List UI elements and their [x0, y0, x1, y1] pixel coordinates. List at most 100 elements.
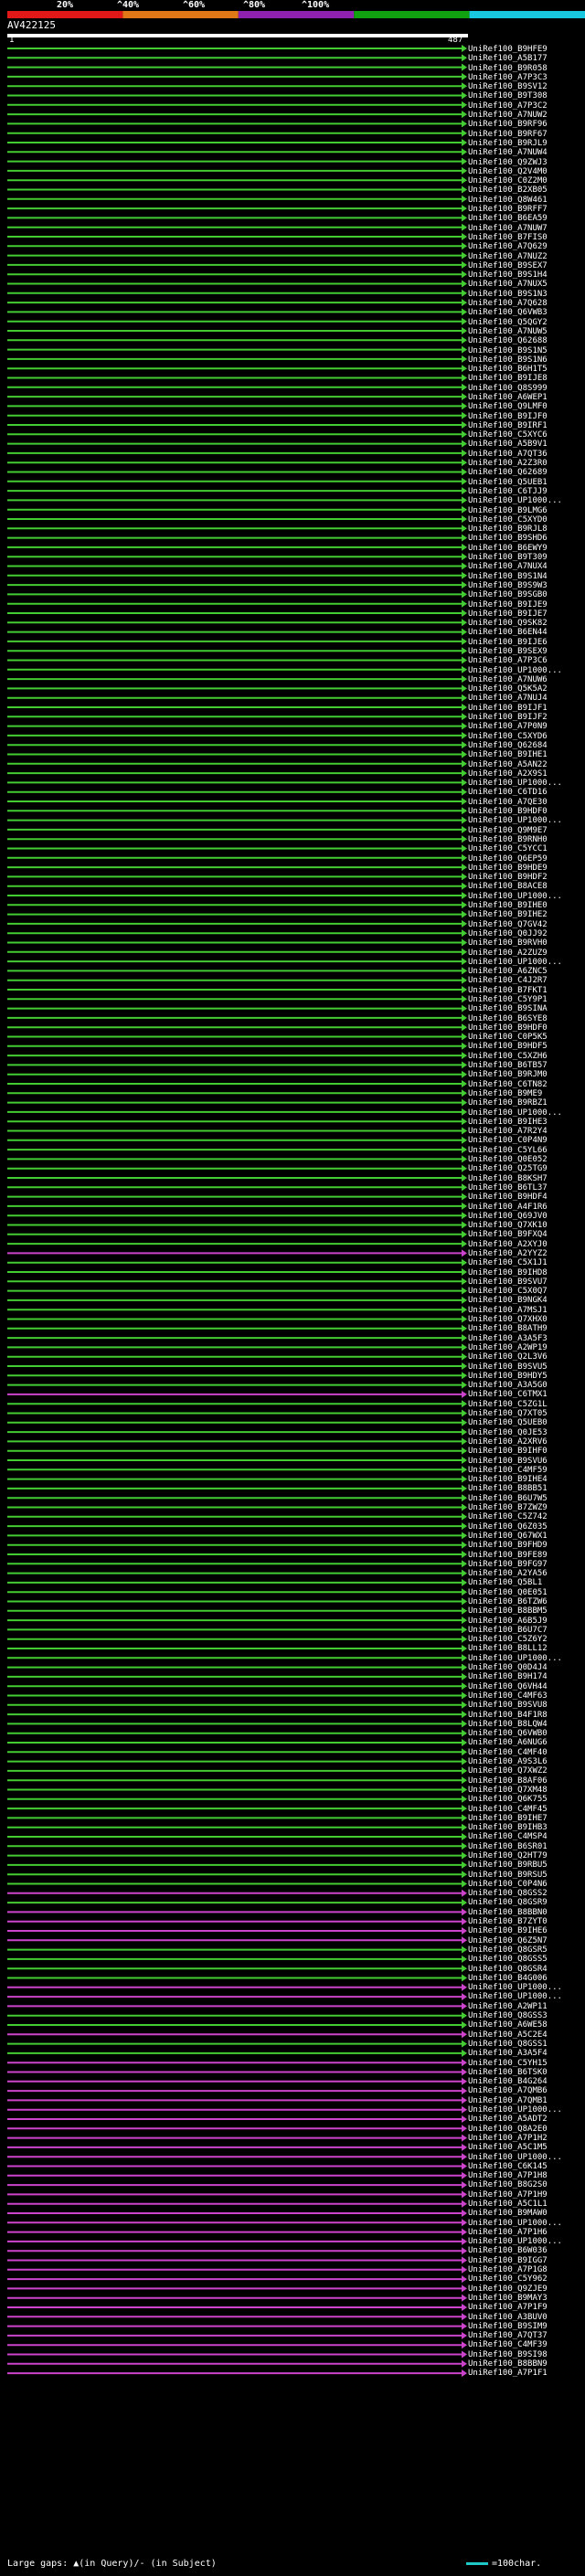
hit-label[interactable]: UniRef100_B9RFF7 — [468, 205, 548, 215]
hit-label[interactable]: UniRef100_B9S9W3 — [468, 580, 548, 590]
hit-label[interactable]: UniRef100_C5YCC1 — [468, 844, 548, 854]
hit-label[interactable]: UniRef100_UP1000... — [468, 1653, 562, 1663]
hit-label[interactable]: UniRef100_A2WP11 — [468, 2001, 548, 2011]
hit-label[interactable]: UniRef100_B9IHE4 — [468, 1475, 548, 1485]
hit-label[interactable]: UniRef100_A6WEP1 — [468, 392, 548, 402]
hit-label[interactable]: UniRef100_B9SVU8 — [468, 1701, 548, 1711]
hit-label[interactable]: UniRef100_B9RVH0 — [468, 938, 548, 949]
hit-label[interactable]: UniRef100_Q8GSR9 — [468, 1898, 548, 1908]
hit-label[interactable]: UniRef100_A7NUW4 — [468, 148, 548, 158]
hit-label[interactable]: UniRef100_A2Z3R0 — [468, 459, 548, 469]
hit-label[interactable]: UniRef100_B9S1N3 — [468, 289, 548, 299]
hit-label[interactable]: UniRef100_Q9ZJE9 — [468, 2284, 548, 2294]
hit-label[interactable]: UniRef100_B9HDF2 — [468, 873, 548, 883]
hit-label[interactable]: UniRef100_B9FG97 — [468, 1559, 548, 1569]
hit-label[interactable]: UniRef100_C0P4N9 — [468, 1136, 548, 1146]
hit-label[interactable]: UniRef100_UP1000... — [468, 2237, 562, 2247]
hit-label[interactable]: UniRef100_B9S1H4 — [468, 270, 548, 281]
hit-label[interactable]: UniRef100_Q7XWZ2 — [468, 1766, 548, 1776]
hit-label[interactable]: UniRef100_B9RJM0 — [468, 1070, 548, 1080]
hit-label[interactable]: UniRef100_A3BUV0 — [468, 2312, 548, 2322]
hit-label[interactable]: UniRef100_B9HDF0 — [468, 807, 548, 817]
hit-label[interactable]: UniRef100_B9SIM9 — [468, 2321, 548, 2331]
hit-label[interactable]: UniRef100_A2WP19 — [468, 1342, 548, 1352]
hit-label[interactable]: UniRef100_B6EWY9 — [468, 543, 548, 553]
hit-label[interactable]: UniRef100_A2ZUZ9 — [468, 948, 548, 958]
hit-label[interactable]: UniRef100_B6TZW6 — [468, 1596, 548, 1606]
hit-label[interactable]: UniRef100_A5B177 — [468, 54, 548, 64]
hit-label[interactable]: UniRef100_A7P1H8 — [468, 2171, 548, 2181]
hit-label[interactable]: UniRef100_Q6Z035 — [468, 1521, 548, 1532]
hit-label[interactable]: UniRef100_A7R2Y4 — [468, 1127, 548, 1137]
hit-label[interactable]: UniRef100_A7QE30 — [468, 797, 548, 807]
hit-label[interactable]: UniRef100_B9HDE9 — [468, 863, 548, 873]
hit-label[interactable]: UniRef100_C6TJJ9 — [468, 486, 548, 496]
hit-label[interactable]: UniRef100_Q8A2E0 — [468, 2124, 548, 2134]
hit-label[interactable]: UniRef100_UP1000... — [468, 957, 562, 967]
hit-label[interactable]: UniRef100_B6TB57 — [468, 1061, 548, 1071]
hit-label[interactable]: UniRef100_Q2L3V6 — [468, 1352, 548, 1362]
hit-label[interactable]: UniRef100_Q62684 — [468, 740, 548, 750]
hit-label[interactable]: UniRef100_B9IHB3 — [468, 1823, 548, 1833]
hit-label[interactable]: UniRef100_B4G264 — [468, 2077, 548, 2087]
hit-label[interactable]: UniRef100_B9S1N5 — [468, 345, 548, 355]
hit-label[interactable]: UniRef100_B8BBN0 — [468, 1907, 548, 1917]
hit-label[interactable]: UniRef100_Q0JJ92 — [468, 928, 548, 938]
hit-label[interactable]: UniRef100_A7P1G8 — [468, 2265, 548, 2275]
hit-label[interactable]: UniRef100_C4MF45 — [468, 1804, 548, 1814]
hit-label[interactable]: UniRef100_B9IHD8 — [468, 1267, 548, 1277]
hit-label[interactable]: UniRef100_A7QT36 — [468, 449, 548, 459]
hit-label[interactable]: UniRef100_B6W036 — [468, 2246, 548, 2256]
hit-label[interactable]: UniRef100_B9IGG7 — [468, 2255, 548, 2265]
hit-label[interactable]: UniRef100_A6NUG6 — [468, 1738, 548, 1748]
hit-label[interactable]: UniRef100_B9MAW0 — [468, 2209, 548, 2219]
hit-label[interactable]: UniRef100_Q5QGY2 — [468, 317, 548, 327]
hit-label[interactable]: UniRef100_C4J2R7 — [468, 976, 548, 986]
hit-label[interactable]: UniRef100_B8LL12 — [468, 1644, 548, 1654]
hit-label[interactable]: UniRef100_A7NUW5 — [468, 326, 548, 336]
hit-label[interactable]: UniRef100_B9IHE6 — [468, 1926, 548, 1936]
hit-label[interactable]: UniRef100_Q6VWB0 — [468, 1729, 548, 1739]
hit-label[interactable]: UniRef100_C4MF63 — [468, 1691, 548, 1701]
hit-label[interactable]: UniRef100_A2YYZ2 — [468, 1249, 548, 1258]
hit-label[interactable]: UniRef100_Q5UEB1 — [468, 477, 548, 487]
hit-label[interactable]: UniRef100_B9S1N4 — [468, 571, 548, 581]
hit-label[interactable]: UniRef100_Q6VH44 — [468, 1681, 548, 1691]
hit-label[interactable]: UniRef100_B9HDY5 — [468, 1371, 548, 1381]
hit-label[interactable]: UniRef100_C5XZH6 — [468, 1051, 548, 1061]
hit-label[interactable]: UniRef100_B6EN44 — [468, 628, 548, 638]
hit-label[interactable]: UniRef100_A2YA56 — [468, 1569, 548, 1579]
hit-label[interactable]: UniRef100_A7NUX5 — [468, 280, 548, 290]
hit-label[interactable]: UniRef100_A7QMB1 — [468, 2095, 548, 2105]
hit-label[interactable]: UniRef100_B9H174 — [468, 1672, 548, 1682]
hit-label[interactable]: UniRef100_Q6K755 — [468, 1795, 548, 1805]
hit-label[interactable]: UniRef100_Q2V4M0 — [468, 166, 548, 176]
hit-label[interactable]: UniRef100_A7NUZ2 — [468, 251, 548, 261]
hit-label[interactable]: UniRef100_B2XB05 — [468, 186, 548, 196]
hit-label[interactable]: UniRef100_A6WE58 — [468, 2020, 548, 2030]
hit-label[interactable]: UniRef100_A2X9S1 — [468, 769, 548, 779]
hit-label[interactable]: UniRef100_B9RF96 — [468, 120, 548, 130]
hit-label[interactable]: UniRef100_Q2HT79 — [468, 1851, 548, 1860]
hit-label[interactable]: UniRef100_B4G006 — [468, 1973, 548, 1983]
hit-label[interactable]: UniRef100_C5X1J1 — [468, 1258, 548, 1268]
hit-label[interactable]: UniRef100_B9IHE7 — [468, 1813, 548, 1823]
hit-label[interactable]: UniRef100_Q9LMF0 — [468, 402, 548, 412]
hit-label[interactable]: UniRef100_Q9SK82 — [468, 619, 548, 629]
hit-label[interactable]: UniRef100_UP1000... — [468, 1983, 562, 1993]
hit-label[interactable]: UniRef100_A3A5F3 — [468, 1333, 548, 1343]
hit-label[interactable]: UniRef100_B8G2S0 — [468, 2180, 548, 2190]
hit-label[interactable]: UniRef100_B9IJE7 — [468, 609, 548, 619]
hit-label[interactable]: UniRef100_UP1000... — [468, 779, 562, 789]
hit-label[interactable]: UniRef100_B8ACE8 — [468, 882, 548, 892]
hit-label[interactable]: UniRef100_A7P1F1 — [468, 2369, 548, 2379]
hit-label[interactable]: UniRef100_B9RF67 — [468, 129, 548, 139]
hit-label[interactable]: UniRef100_Q7GV42 — [468, 919, 548, 929]
hit-label[interactable]: UniRef100_Q62689 — [468, 468, 548, 478]
hit-label[interactable]: UniRef100_A7QT37 — [468, 2331, 548, 2341]
hit-label[interactable]: UniRef100_B9IHE1 — [468, 750, 548, 760]
hit-label[interactable]: UniRef100_A7NUW7 — [468, 223, 548, 233]
hit-label[interactable]: UniRef100_B9SHD6 — [468, 534, 548, 544]
hit-label[interactable]: UniRef100_C5Z6Y2 — [468, 1635, 548, 1645]
hit-label[interactable]: UniRef100_Q7XK10 — [468, 1221, 548, 1231]
